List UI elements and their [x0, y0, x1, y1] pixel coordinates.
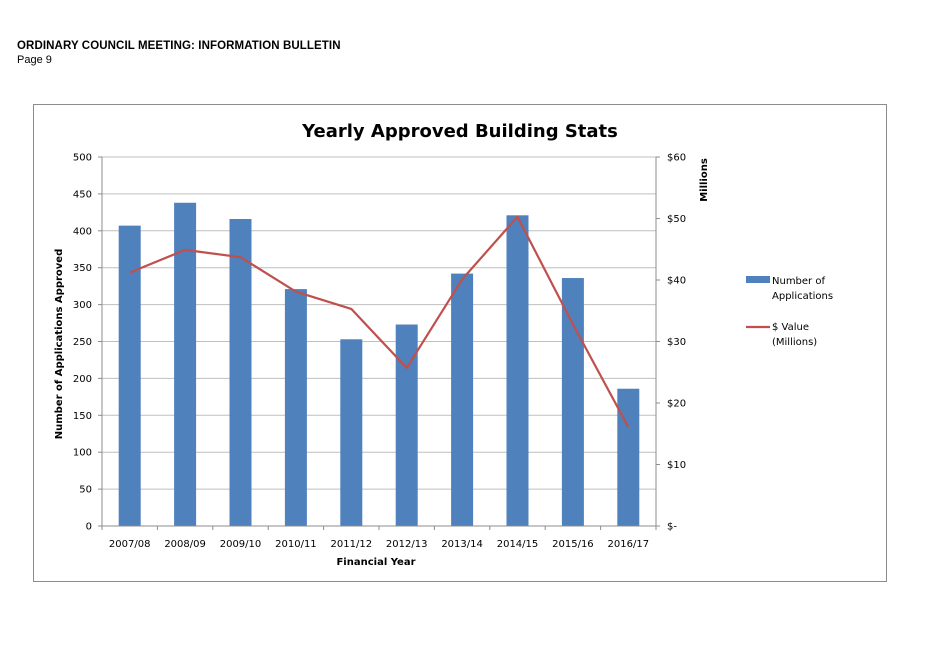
legend-label-value-2: (Millions)	[772, 337, 817, 348]
x-axis-title: Financial Year	[336, 557, 415, 568]
bar	[617, 388, 640, 526]
legend-label-value: $ Value	[772, 322, 809, 333]
y2-tick-label: $-	[667, 522, 677, 533]
x-tick-label: 2009/10	[220, 539, 262, 550]
x-tick-label: 2013/14	[441, 539, 483, 550]
y2-tick-label: $50	[667, 214, 686, 225]
y2-tick-label: $20	[667, 399, 686, 410]
y2-axis-title: Millions	[699, 158, 710, 202]
y-axis-title: Number of Applications Approved	[54, 249, 65, 440]
bar	[174, 202, 197, 527]
y-tick-label: 50	[79, 485, 92, 496]
y-tick-label: 250	[73, 337, 92, 348]
y2-tick-label: $40	[667, 276, 686, 287]
y-tick-label: 100	[73, 448, 92, 459]
y-tick-label: 0	[86, 522, 92, 533]
x-tick-label: 2007/08	[109, 539, 151, 550]
y-tick-label: 500	[73, 153, 92, 164]
legend-label-applications-2: Applications	[772, 291, 833, 302]
y-tick-label: 400	[73, 226, 92, 237]
document-title: ORDINARY COUNCIL MEETING: INFORMATION BU…	[17, 40, 341, 52]
yearly-building-stats-chart: Yearly Approved Building Stats 0 50 100 150…	[54, 121, 833, 568]
y2-tick-label: $10	[667, 460, 686, 471]
x-tick-label: 2010/11	[275, 539, 317, 550]
value-series-line	[129, 215, 630, 428]
y-tick-label: 300	[73, 300, 92, 311]
bar	[340, 339, 363, 526]
x-tick-label: 2008/09	[164, 539, 206, 550]
bar	[451, 273, 474, 526]
x-tick-label: 2015/16	[552, 539, 594, 550]
legend: Number of Applications $ Value (Millions)	[746, 276, 833, 348]
bar	[229, 218, 252, 526]
x-tick-label: 2012/13	[386, 539, 428, 550]
y-tick-label: 150	[73, 411, 92, 422]
bar	[506, 215, 529, 526]
y-tick-label: 450	[73, 189, 92, 200]
y2-tick-label: $60	[667, 153, 686, 164]
bar	[118, 225, 141, 526]
legend-label-applications: Number of	[772, 276, 825, 287]
x-tick-label: 2014/15	[497, 539, 539, 550]
page-number: Page 9	[17, 54, 52, 66]
x-tick-label: 2016/17	[608, 539, 650, 550]
y2-tick-label: $30	[667, 337, 686, 348]
chart-frame: Yearly Approved Building Stats 0 50 100 150…	[33, 104, 887, 582]
y-tick-label: 350	[73, 263, 92, 274]
y-tick-label: 200	[73, 374, 92, 385]
x-tick-label: 2011/12	[331, 539, 373, 550]
legend-swatch-applications	[746, 276, 770, 283]
bar	[284, 289, 307, 526]
chart-title: Yearly Approved Building Stats	[301, 121, 618, 142]
bar	[561, 278, 584, 526]
bar	[395, 324, 418, 526]
